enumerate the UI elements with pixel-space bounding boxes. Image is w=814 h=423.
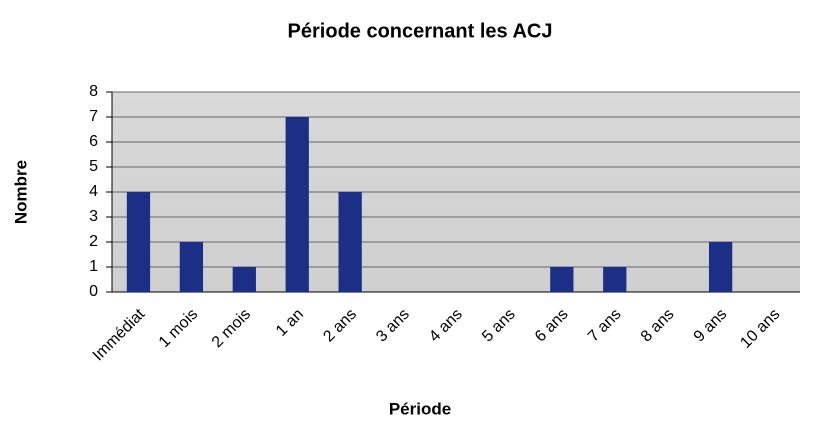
x-tick-label: 8 ans: [638, 306, 678, 346]
bar: [708, 242, 733, 292]
bar: [603, 267, 627, 292]
x-tick-label: 10 ans: [737, 306, 783, 352]
y-tick-label: 0: [89, 283, 98, 300]
bar: [126, 192, 151, 292]
x-tick-label: 4 ans: [426, 306, 466, 346]
x-tick-label: 3 ans: [373, 306, 413, 346]
x-tick-label: 2 mois: [209, 306, 254, 351]
y-tick-label: 3: [89, 208, 98, 225]
y-axis-label: Nombre: [11, 160, 30, 224]
y-tick-label: 7: [89, 108, 98, 125]
x-tick-label: Immédiat: [90, 305, 149, 364]
bar: [338, 192, 362, 292]
chart-title: Période concernant les ACJ: [288, 20, 553, 42]
y-tick-label: 2: [89, 233, 98, 250]
bar: [285, 117, 309, 292]
x-tick-label: 5 ans: [479, 306, 519, 346]
x-tick-label: 7 ans: [585, 306, 625, 346]
bar: [550, 267, 574, 292]
bar: [179, 242, 204, 292]
y-tick-label: 8: [89, 83, 98, 100]
x-tick-label: 1 an: [273, 306, 307, 340]
x-axis-label: Période: [389, 399, 451, 418]
y-tick-label: 1: [89, 258, 98, 275]
y-tick-label: 4: [89, 183, 98, 200]
y-tick-label: 5: [89, 158, 98, 175]
x-tick-label: 1 mois: [156, 306, 201, 351]
x-tick-label: 2 ans: [320, 306, 360, 346]
x-tick-label: 9 ans: [691, 306, 731, 346]
bar: [232, 267, 256, 292]
x-tick-label: 6 ans: [532, 306, 572, 346]
y-tick-label: 6: [89, 133, 98, 150]
